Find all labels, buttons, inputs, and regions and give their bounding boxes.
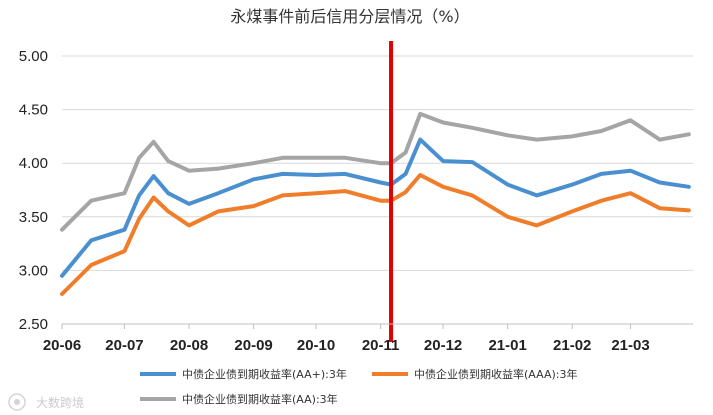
y-tick-label: 3.50 [19, 209, 48, 226]
x-tick-label: 20-09 [234, 337, 272, 354]
legend-label-0: 中债企业债到期收益率(AA+):3年 [182, 367, 347, 381]
series-line-2 [60, 111, 691, 232]
series-lines [60, 41, 691, 342]
y-tick-label: 4.00 [19, 155, 48, 172]
x-tick-label: 20-11 [362, 337, 400, 354]
series-line-1 [60, 173, 691, 296]
y-tick-label: 2.50 [19, 316, 48, 333]
x-tick-label: 20-08 [170, 337, 208, 354]
y-tick-label: 4.50 [19, 102, 48, 119]
watermark-logo [8, 393, 26, 411]
x-tick-label: 21-02 [553, 337, 591, 354]
x-tick-label: 21-01 [488, 337, 526, 354]
legend: 中债企业债到期收益率(AA+):3年 中债企业债到期收益率(AAA):3年中债企业… [140, 367, 577, 406]
axes: 5.00 4.50 4.00 3.50 3.00 2.50 20-06 20-07 20-08 2… [19, 48, 693, 354]
x-tick-label: 20-12 [424, 337, 462, 354]
legend-label-1: 中债企业债到期收益率(AAA):3年 [414, 367, 577, 381]
y-tick-label: 5.00 [19, 48, 48, 65]
x-tick-label: 20-06 [43, 337, 81, 354]
x-tick-label: 21-03 [611, 337, 649, 354]
gridlines [62, 55, 693, 325]
series-line-0 [60, 137, 691, 278]
chart-title: 永煤事件前后信用分层情况（%） [230, 7, 469, 26]
y-tick-label: 3.00 [19, 262, 48, 279]
x-tick-label: 20-07 [105, 337, 143, 354]
watermark-text: 大数跨境 [36, 395, 84, 410]
x-tick-label: 20-10 [297, 337, 335, 354]
legend-label-2: 中债企业债到期收益率(AA):3年 [182, 392, 338, 406]
